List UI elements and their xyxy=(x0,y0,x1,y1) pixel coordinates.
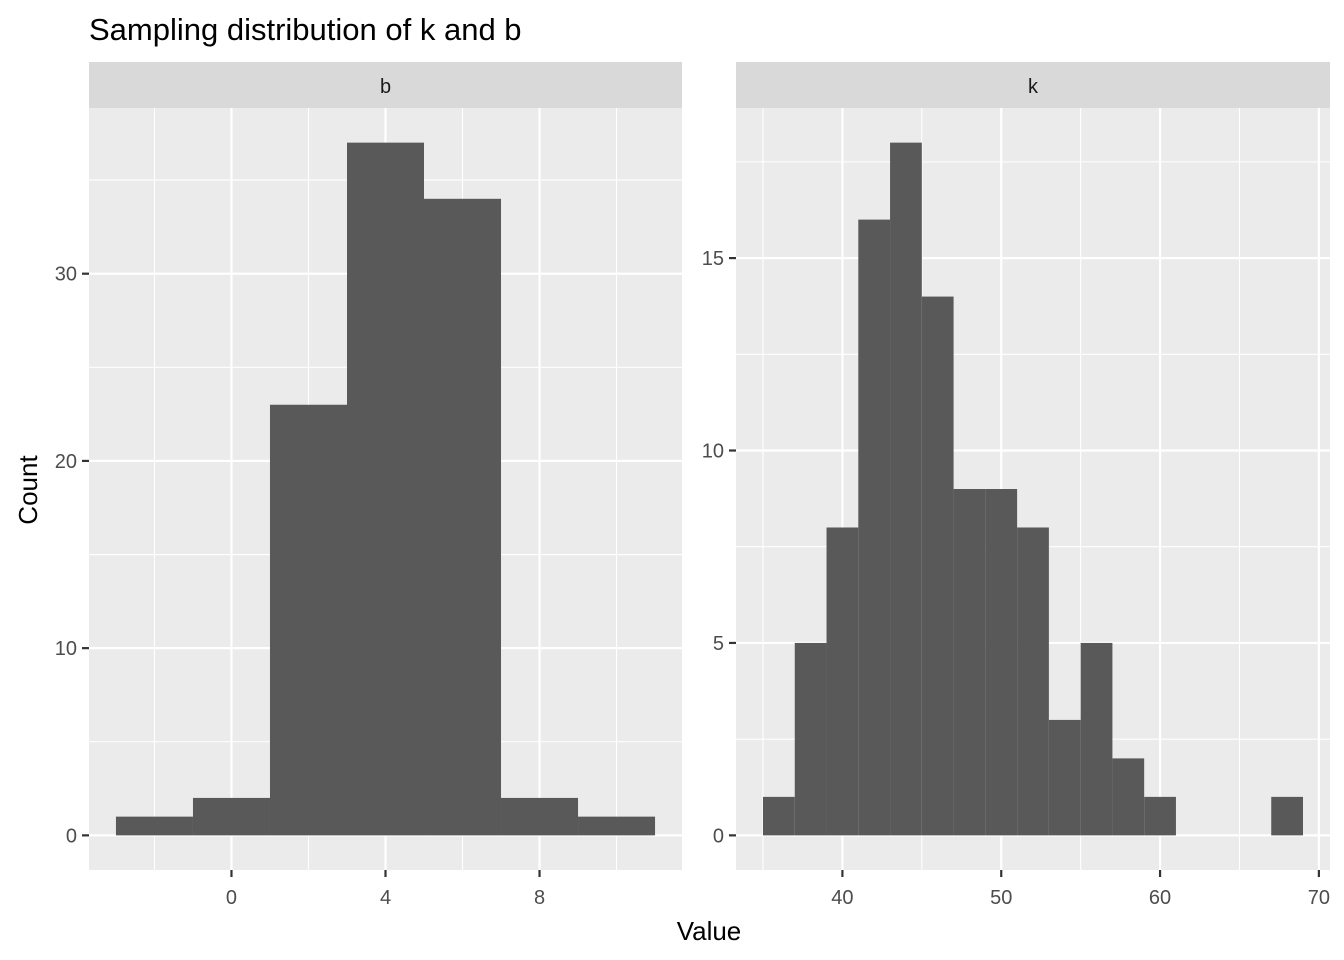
facet-strip-label: b xyxy=(380,76,391,98)
x-axis-title: Value xyxy=(677,916,742,946)
facet-strip xyxy=(736,62,1330,108)
histogram-bar xyxy=(1048,719,1081,836)
x-tick-label: 50 xyxy=(990,887,1012,909)
y-tick-label: 10 xyxy=(55,638,77,660)
histogram-bar xyxy=(501,797,579,836)
facet-panel-b: b 0 4 8 0 10 20 30 xyxy=(55,62,682,909)
facet-strip-label: k xyxy=(1028,76,1039,98)
chart-title: Sampling distribution of k and b xyxy=(89,12,522,47)
y-tick-label: 10 xyxy=(702,441,724,463)
facet-strip xyxy=(89,62,682,108)
y-tick-label: 0 xyxy=(713,825,724,847)
histogram-bar xyxy=(890,142,922,836)
histogram-bar xyxy=(985,489,1018,836)
histogram-bar xyxy=(794,642,827,836)
facet-panel-k: k 40 50 60 70 0 5 10 15 xyxy=(702,62,1330,909)
histogram-bar xyxy=(269,404,347,836)
histogram-bar xyxy=(1112,758,1145,836)
x-tick-label: 40 xyxy=(831,887,853,909)
histogram-bar xyxy=(763,796,795,836)
histogram-bar xyxy=(192,797,270,836)
histogram-bar xyxy=(115,816,193,836)
histogram-bar xyxy=(424,198,502,836)
facet-panels: b 0 4 8 0 10 20 30 k 40 50 60 70 0 5 10 15 xyxy=(55,62,1330,909)
histogram-bar xyxy=(578,816,656,836)
y-axis-title: Count xyxy=(13,455,43,525)
y-tick-label: 15 xyxy=(702,248,724,270)
x-tick-label: 70 xyxy=(1308,887,1330,909)
y-tick-label: 30 xyxy=(55,264,77,286)
histogram-bar xyxy=(826,527,859,836)
histogram-bar xyxy=(346,142,425,836)
histogram-bar xyxy=(921,296,954,836)
histogram-bar xyxy=(858,219,891,836)
x-tick-label: 4 xyxy=(380,887,391,909)
histogram-bar xyxy=(1144,796,1176,836)
y-tick-label: 20 xyxy=(55,451,77,473)
histogram-bar xyxy=(1017,527,1049,836)
histogram-bar xyxy=(953,489,986,836)
histogram-bar xyxy=(1080,642,1113,836)
x-tick-label: 8 xyxy=(534,887,545,909)
y-tick-label: 0 xyxy=(66,825,77,847)
histogram-bar xyxy=(1271,796,1303,836)
x-tick-label: 60 xyxy=(1149,887,1171,909)
x-tick-label: 0 xyxy=(226,887,237,909)
y-tick-label: 5 xyxy=(713,633,724,655)
